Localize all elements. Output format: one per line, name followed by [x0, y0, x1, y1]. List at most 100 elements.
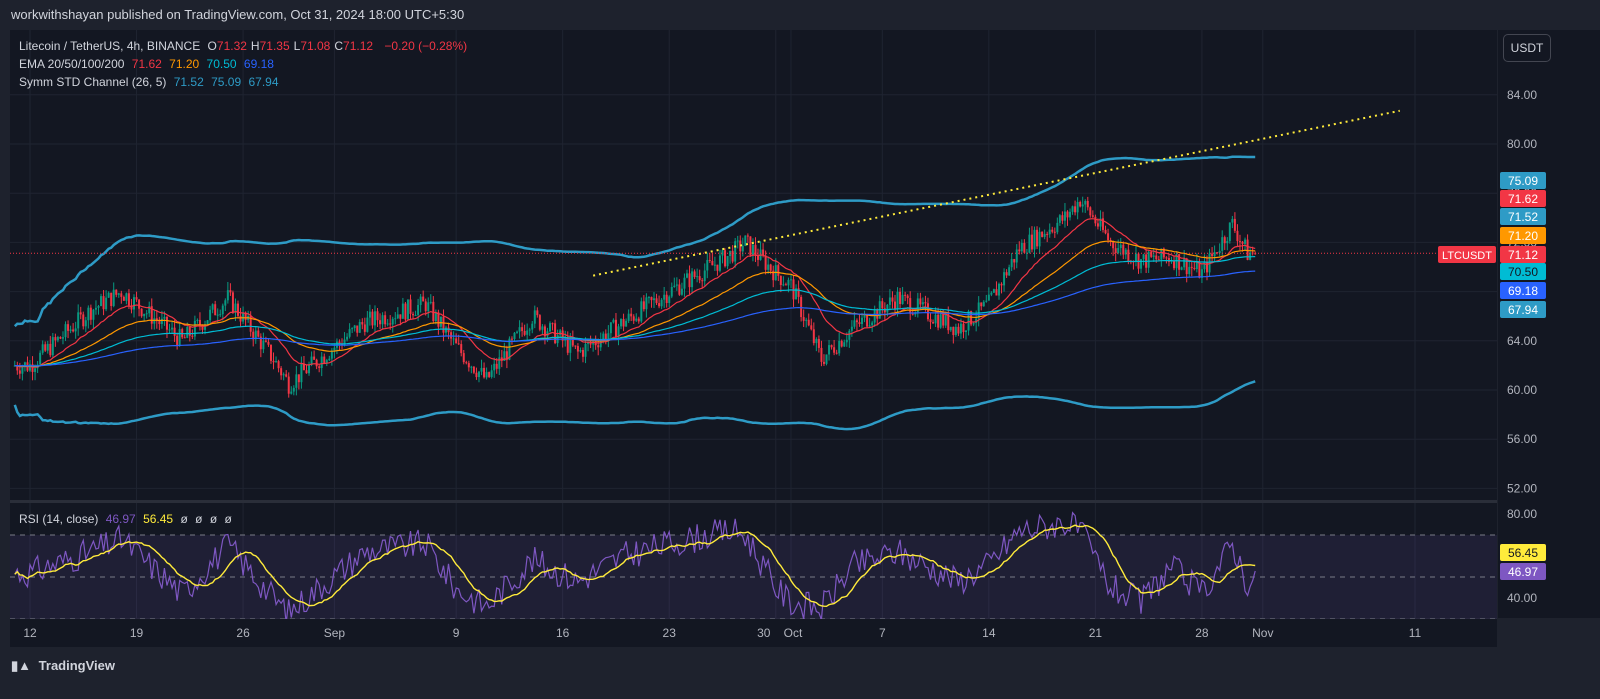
candle — [1216, 252, 1219, 255]
candle-body — [599, 339, 602, 348]
candle-body — [158, 321, 161, 325]
candle-body — [612, 319, 615, 323]
candle — [406, 299, 409, 320]
candle — [508, 336, 511, 361]
candle-body — [866, 314, 869, 327]
candle — [429, 294, 432, 305]
candle-body — [224, 300, 227, 306]
candle-body — [536, 310, 539, 316]
candle — [100, 293, 103, 307]
candle-body — [1221, 237, 1224, 251]
candle-body — [432, 301, 435, 322]
candle-body — [853, 320, 856, 327]
candle-body — [450, 332, 453, 339]
candle-body — [1079, 201, 1082, 207]
candle-body — [140, 308, 143, 317]
candle-body — [1096, 223, 1099, 227]
candle-body — [609, 322, 612, 334]
candle-body — [510, 338, 513, 340]
candle — [538, 314, 541, 332]
std-channel-legend[interactable]: Symm STD Channel (26, 5) 71.52 75.09 67.… — [19, 75, 283, 89]
candle-body — [921, 302, 924, 305]
candle-body — [835, 352, 838, 354]
candle-body — [1058, 215, 1061, 223]
time-tick-label: 12 — [23, 626, 37, 640]
candle-body — [901, 294, 904, 304]
tradingview-logo[interactable]: ▮▲ TradingView — [11, 658, 115, 674]
candle — [401, 297, 404, 319]
candle — [67, 320, 70, 339]
candle-body — [1167, 257, 1170, 262]
candle-body — [594, 341, 597, 346]
candles — [13, 196, 1257, 398]
symbol-legend[interactable]: Litecoin / TetherUS, 4h, BINANCE O71.32 H… — [19, 39, 471, 53]
ema-legend[interactable]: EMA 20/50/100/200 71.62 71.20 70.50 69.1… — [19, 57, 278, 71]
candle — [155, 309, 158, 329]
candle-body — [871, 322, 874, 326]
candle — [1074, 200, 1077, 216]
candle-body — [970, 311, 973, 325]
rsi-pane[interactable] — [10, 503, 1497, 618]
tv-logo-icon: ▮▲ — [11, 658, 32, 673]
candle — [828, 339, 831, 361]
candle — [206, 319, 209, 325]
candle-body — [1107, 233, 1110, 240]
candle-body — [883, 308, 886, 313]
candle-body — [518, 327, 521, 332]
candle-body — [670, 286, 673, 297]
candle-body — [581, 350, 584, 357]
candle-body — [102, 296, 105, 310]
candle — [744, 235, 747, 247]
candle-body — [302, 363, 305, 371]
candle-body — [802, 317, 805, 321]
candle — [191, 329, 194, 340]
candle — [412, 311, 415, 320]
candle — [1114, 243, 1117, 262]
candle-body — [191, 335, 194, 337]
candle-body — [165, 316, 168, 330]
candle-body — [64, 324, 67, 338]
candle — [1084, 199, 1087, 213]
candle-body — [1216, 252, 1219, 254]
candle — [419, 293, 422, 313]
time-tick-label: Nov — [1252, 626, 1273, 640]
candle — [528, 327, 531, 336]
candle — [477, 370, 480, 383]
candle-body — [965, 330, 968, 333]
candle — [678, 279, 681, 296]
candle — [617, 323, 620, 346]
candle-body — [975, 318, 978, 324]
candle — [566, 331, 569, 356]
candle — [551, 322, 554, 331]
price-label-bg — [1500, 263, 1546, 280]
candle-body — [721, 250, 724, 256]
candle-body — [526, 330, 529, 335]
candle-body — [784, 284, 787, 286]
candle — [739, 235, 742, 260]
currency-button[interactable]: USDT — [1503, 34, 1551, 62]
candle — [1030, 226, 1033, 253]
candle — [746, 233, 749, 243]
rsi-legend[interactable]: RSI (14, close) 46.97 56.45 ø ø ø ø — [19, 512, 236, 526]
candle-body — [1013, 259, 1016, 263]
candle-body — [333, 347, 336, 351]
time-axis[interactable] — [10, 619, 1497, 647]
price-axis[interactable] — [1498, 30, 1600, 618]
candle — [630, 307, 633, 322]
candle-body — [67, 324, 70, 331]
candle — [647, 296, 650, 304]
candle-body — [566, 337, 569, 353]
candle-body — [417, 304, 420, 315]
candle-body — [29, 364, 31, 371]
candle — [1046, 231, 1049, 243]
candle — [1005, 269, 1008, 279]
candle — [1071, 205, 1074, 215]
candle — [221, 303, 224, 321]
candle-body — [361, 322, 364, 325]
axes: 84.0080.0076.0072.0068.0064.0060.0056.00… — [10, 30, 1600, 647]
candle — [516, 330, 519, 334]
candle-body — [647, 297, 650, 299]
candle — [574, 345, 577, 350]
candle-body — [828, 345, 831, 355]
